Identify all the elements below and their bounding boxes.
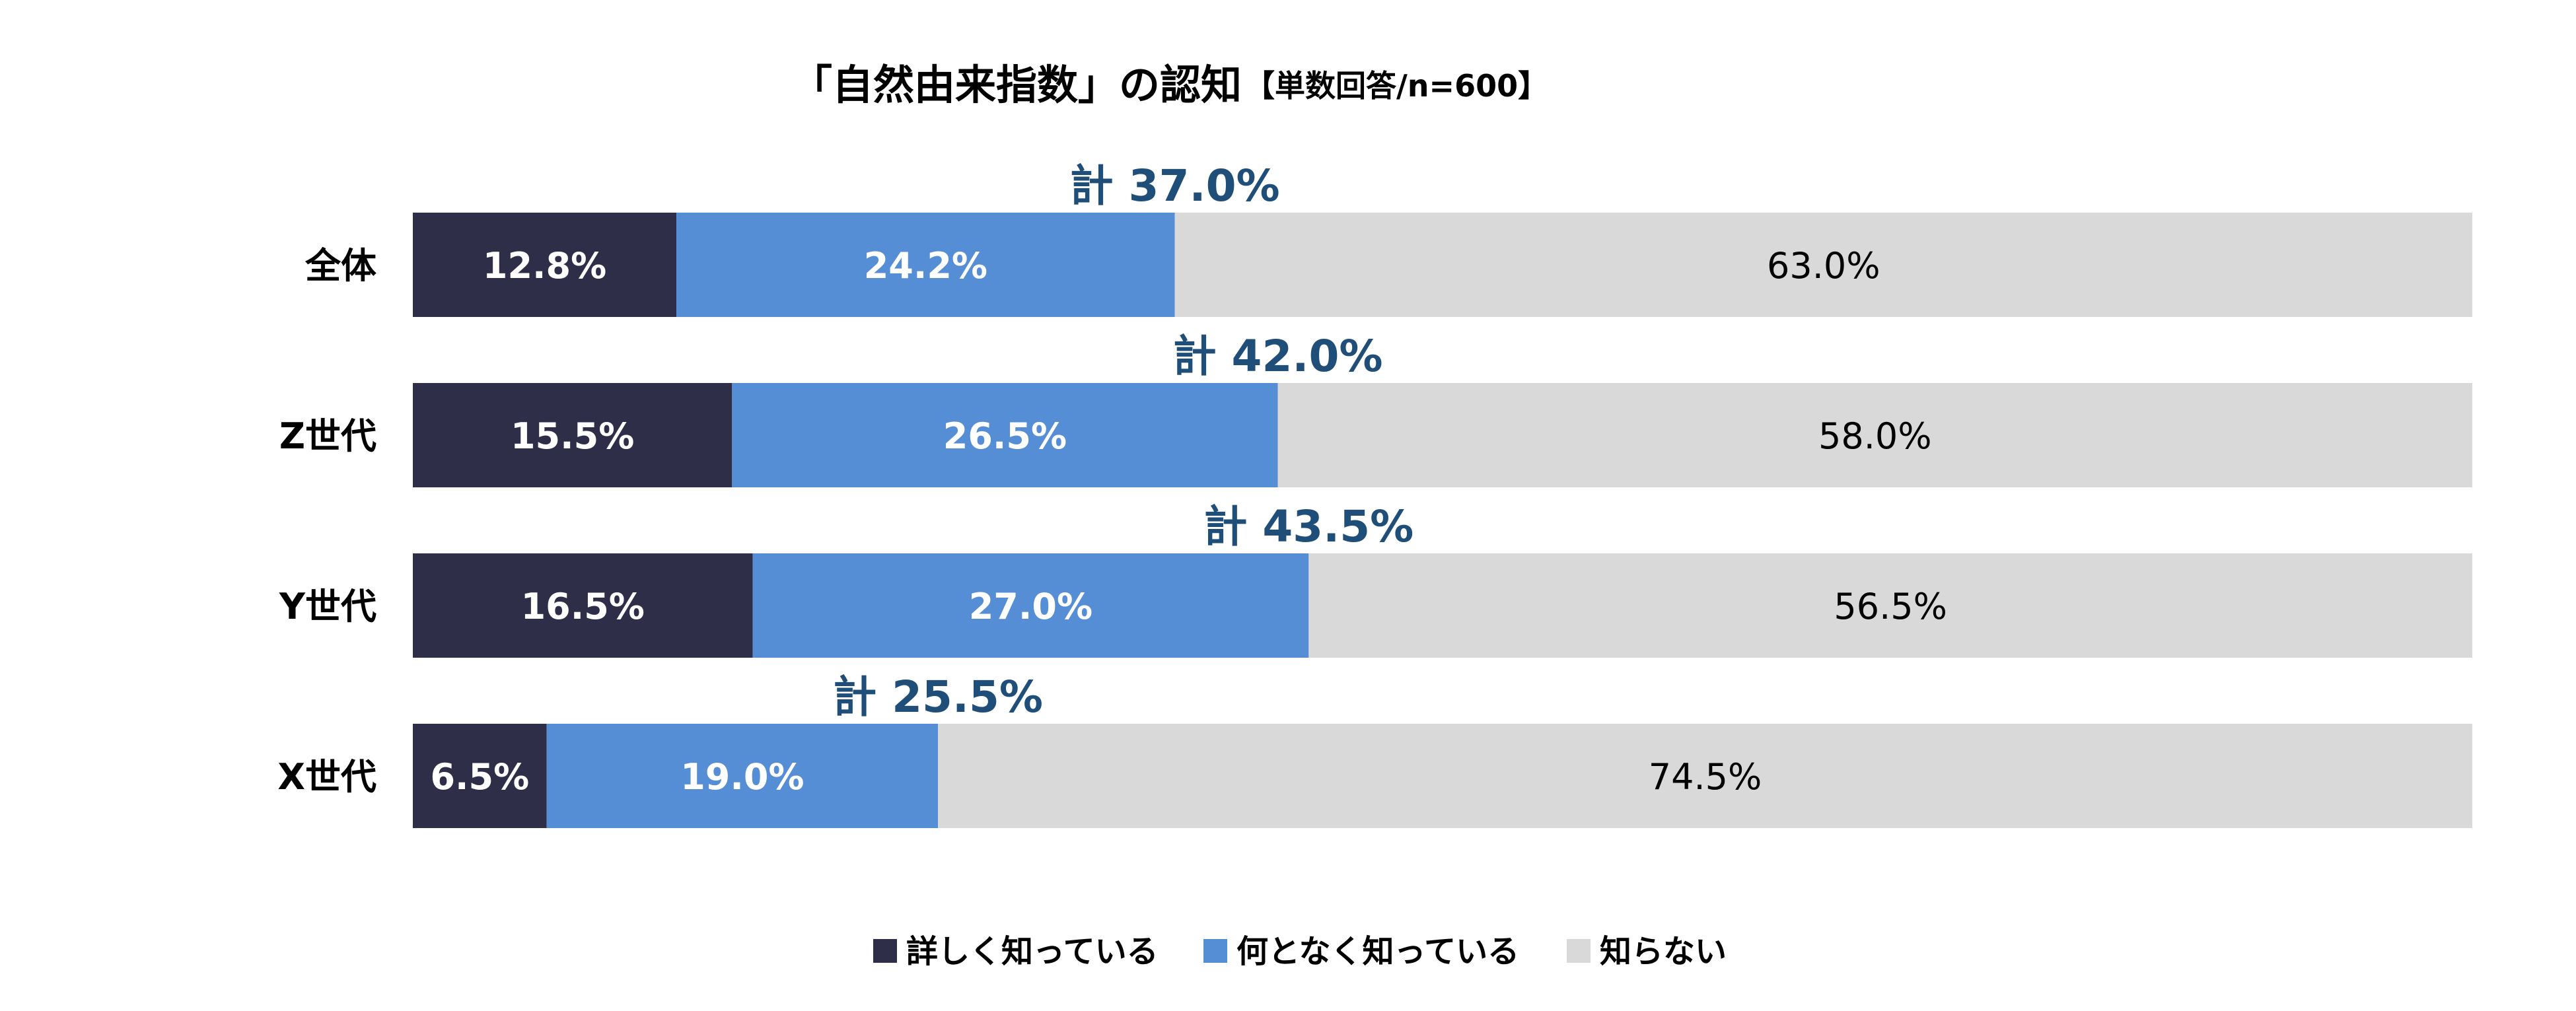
category-label: 全体 [304,245,376,287]
legend-label: 何となく知っている [1236,933,1519,970]
total-label: 計 43.5% [1203,501,1413,552]
data-label: 19.0% [680,756,804,798]
data-label: 56.5% [1834,586,1947,627]
data-label: 16.5% [521,586,645,627]
legend-swatch [1203,939,1227,963]
data-label: 27.0% [969,586,1092,627]
data-label: 15.5% [511,415,634,457]
data-label: 12.8% [483,245,606,287]
bar-segment [752,553,1309,658]
bar-segment [1277,383,2472,487]
data-label: 58.0% [1818,415,1932,457]
legend-label: 詳しく知っている [906,933,1159,970]
bar-segment [676,213,1175,317]
data-label: 6.5% [430,756,529,798]
legend-swatch [873,939,897,963]
bar-segment [413,383,733,487]
category-label: Y世代 [279,586,376,627]
chart-subtitle: 【単数回答/n=600】 [1244,68,1548,104]
bar-segment [413,213,677,317]
chart-title: 「自然由来指数」の認知 [791,61,1242,109]
category-label: Z世代 [279,415,376,457]
bar-segment [732,383,1278,487]
total-label: 計 25.5% [833,672,1043,722]
data-label: 74.5% [1649,756,1762,798]
bar-segment [413,553,753,658]
legend: 詳しく知っている 何となく知っている 知らない [873,933,1727,970]
bar-segment [413,724,547,828]
legend-label: 知らない [1600,933,1727,970]
data-label: 63.0% [1767,245,1880,287]
total-label: 計 37.0% [1070,160,1280,211]
total-label: 計 42.0% [1173,331,1383,382]
legend-swatch [1567,939,1591,963]
bar-segment [1308,553,2472,658]
data-label: 24.2% [864,245,987,287]
bar-segment [938,724,2473,828]
bar-segment [1174,213,2472,317]
category-label: X世代 [277,756,376,798]
data-label: 26.5% [943,415,1067,457]
bars-group: 全体 12.8% 24.2% 63.0% 計 37.0% Z世代 15.5% 26.5% 58.… [277,160,2473,828]
bar-segment [546,724,939,828]
